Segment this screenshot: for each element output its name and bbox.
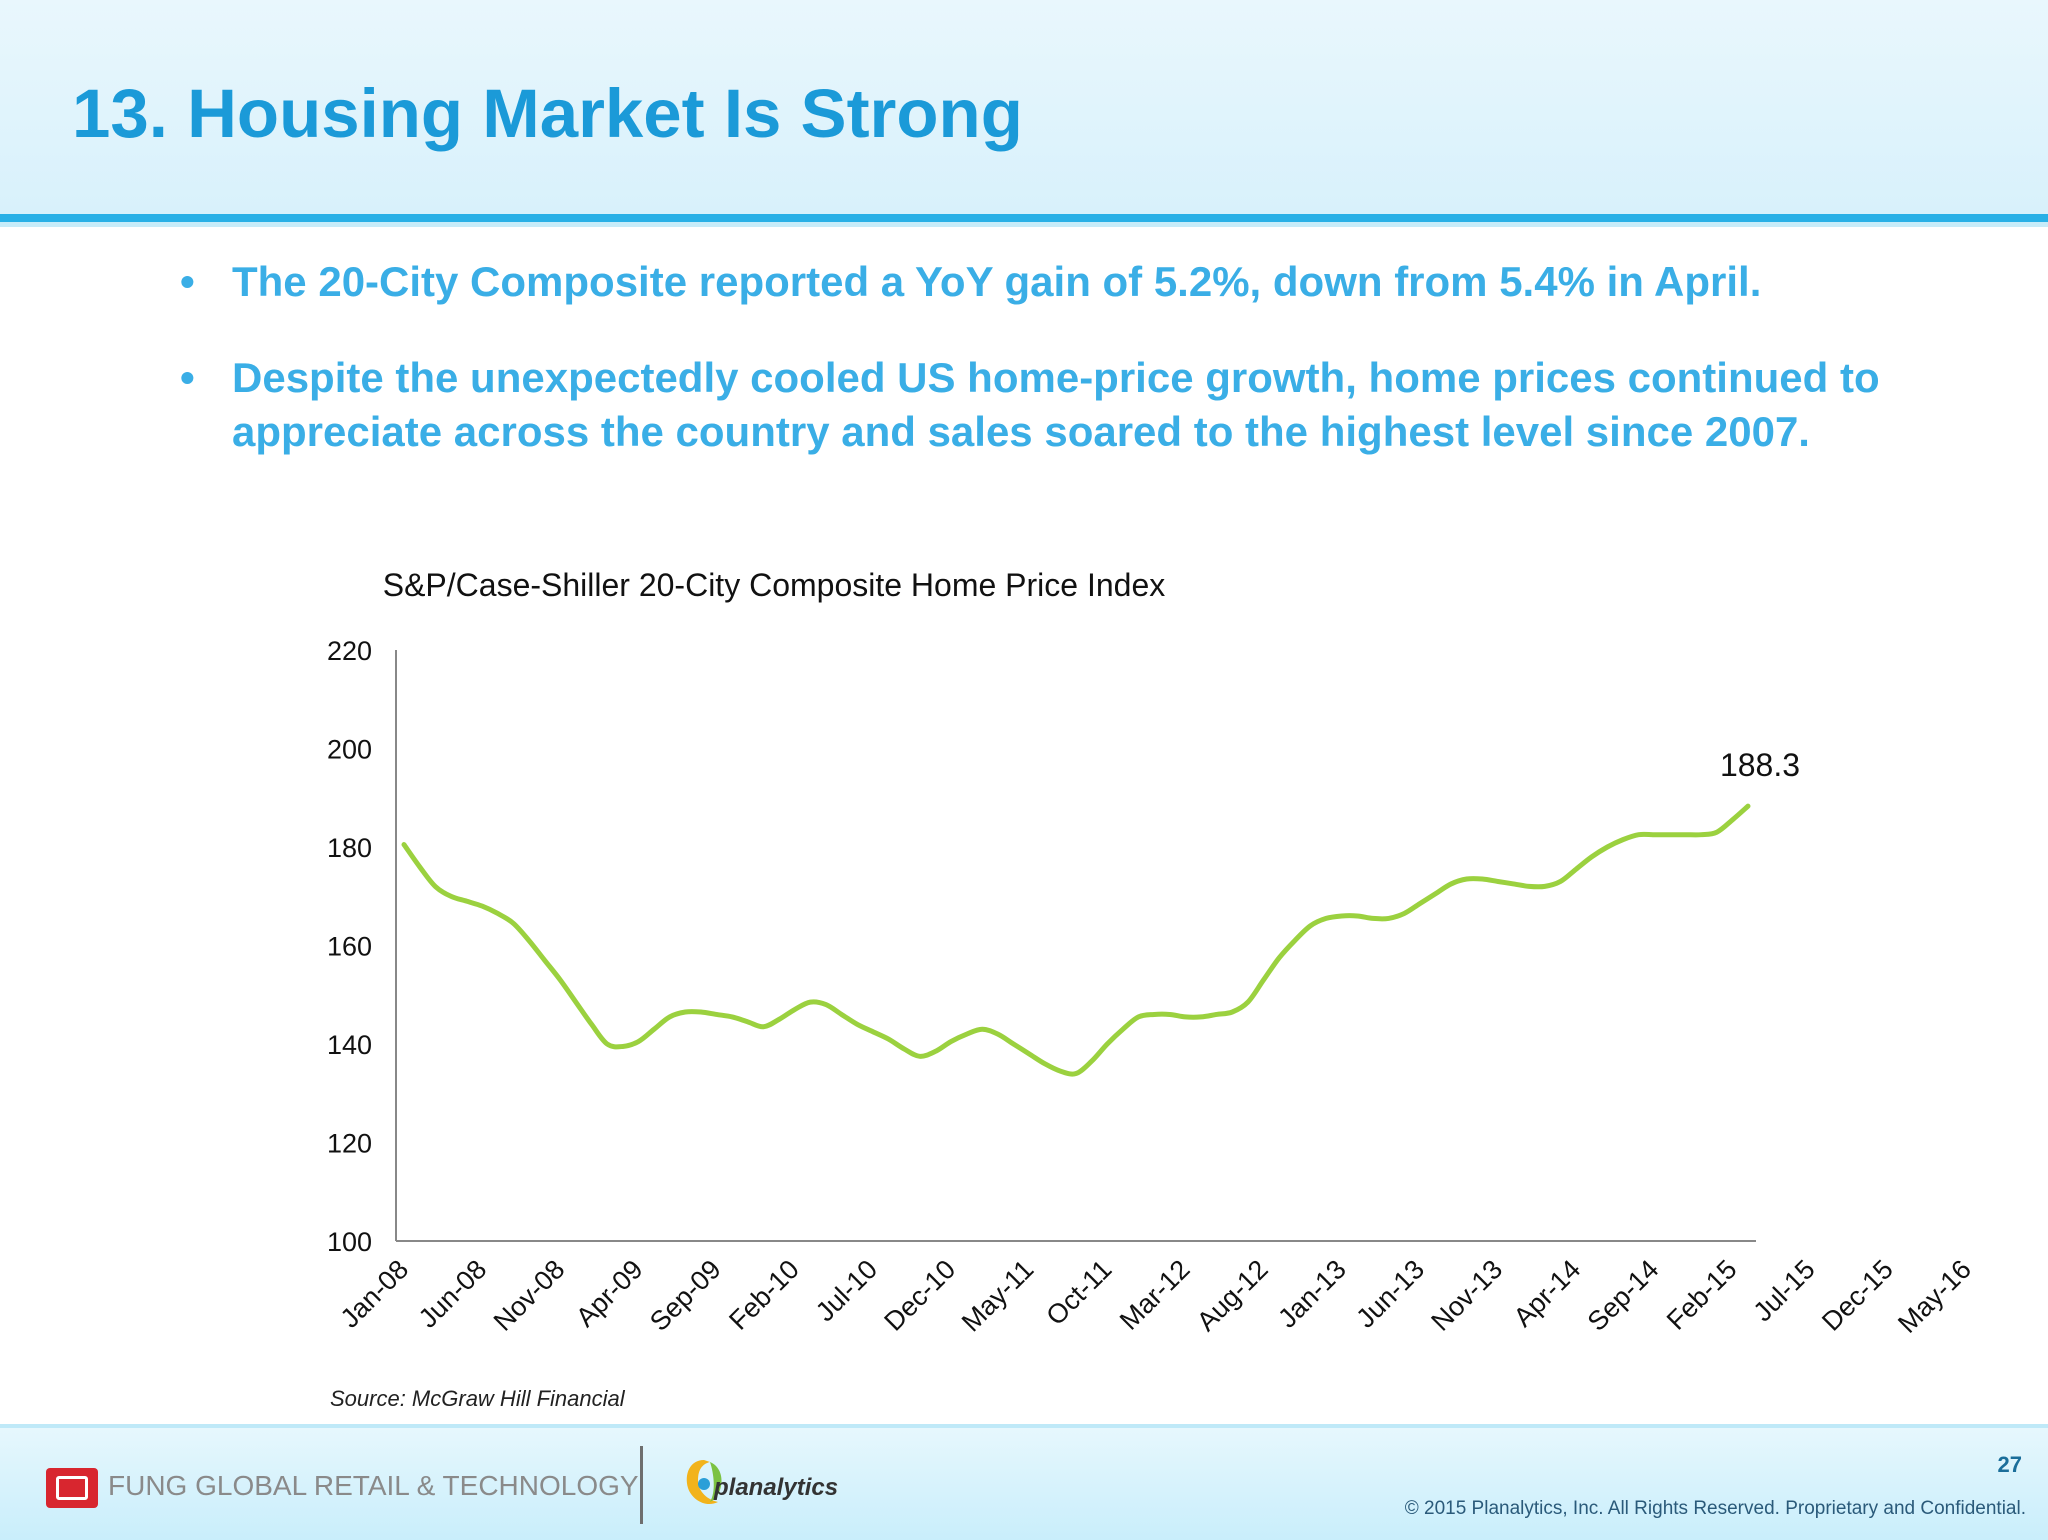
bullet-item: • Despite the unexpectedly cooled US hom… <box>180 351 1960 459</box>
x-tick-label: Jan-08 <box>335 1254 415 1334</box>
y-tick-label: 140 <box>327 1030 372 1060</box>
bullet-glyph: • <box>180 354 195 401</box>
x-tick-label: Jul-10 <box>810 1254 883 1327</box>
fung-seal-icon <box>46 1468 98 1508</box>
x-tick-label: Apr-09 <box>570 1254 649 1333</box>
x-tick-label: Dec-10 <box>878 1254 961 1337</box>
x-tick-label: May-16 <box>1892 1254 1977 1339</box>
x-tick-label: Jun-08 <box>413 1254 493 1334</box>
data-label-latest: 188.3 <box>1720 747 1800 783</box>
copyright-notice: © 2015 Planalytics, Inc. All Rights Rese… <box>1404 1498 2026 1519</box>
chart-title: S&P/Case-Shiller 20-City Composite Home … <box>382 567 1166 603</box>
x-tick-label: Jul-15 <box>1748 1254 1821 1327</box>
planalytics-swirl-icon <box>686 1460 722 1505</box>
x-tick-label: Apr-14 <box>1508 1254 1587 1333</box>
bullet-item: • The 20-City Composite reported a YoY g… <box>180 255 1960 309</box>
y-tick-label: 200 <box>327 735 372 765</box>
bullet-text: Despite the unexpectedly cooled US home-… <box>232 354 1880 455</box>
footer-divider <box>640 1446 643 1524</box>
x-tick-label: Oct-11 <box>1040 1254 1117 1331</box>
bullet-list: • The 20-City Composite reported a YoY g… <box>180 255 1960 501</box>
chart-title-row: S&P/Case-Shiller 20-City Composite Home … <box>0 567 2048 604</box>
x-tick-label: Feb-15 <box>1661 1254 1743 1336</box>
y-tick-label: 160 <box>327 932 372 962</box>
y-tick-label: 100 <box>327 1227 372 1257</box>
x-tick-label: Dec-15 <box>1816 1254 1899 1337</box>
x-tick-label: Mar-12 <box>1114 1254 1196 1336</box>
x-tick-label: Feb-10 <box>723 1254 805 1336</box>
header-rule-shadow <box>0 222 2048 227</box>
slide-title: 13. Housing Market Is Strong <box>72 75 1023 152</box>
planalytics-logo-text: planalytics <box>714 1474 839 1501</box>
x-tick-label: May-11 <box>956 1254 1039 1337</box>
x-tick-label: Jan-13 <box>1272 1254 1352 1334</box>
footer-band <box>0 1424 2048 1540</box>
x-tick-label: Sep-14 <box>1582 1254 1665 1337</box>
series-line-home-price-index <box>401 803 1751 1077</box>
x-tick-label: Nov-13 <box>1425 1254 1508 1337</box>
y-tick-label: 120 <box>327 1129 372 1159</box>
header-rule <box>0 214 2048 222</box>
x-tick-label: Sep-09 <box>644 1254 727 1337</box>
fung-logo-text: FUNG GLOBAL RETAIL & TECHNOLOGY <box>108 1470 639 1501</box>
source-note: Source: McGraw Hill Financial <box>330 1386 625 1411</box>
y-tick-label: 180 <box>327 833 372 863</box>
bullet-glyph: • <box>180 258 195 305</box>
bullet-text: The 20-City Composite reported a YoY gai… <box>232 258 1762 305</box>
x-tick-label: Nov-08 <box>488 1254 571 1337</box>
y-tick-label: 220 <box>327 636 372 666</box>
page-number: 27 <box>1997 1452 2022 1477</box>
header-band <box>0 0 2048 214</box>
x-tick-label: Aug-12 <box>1191 1254 1274 1337</box>
x-tick-label: Jun-13 <box>1350 1254 1430 1334</box>
